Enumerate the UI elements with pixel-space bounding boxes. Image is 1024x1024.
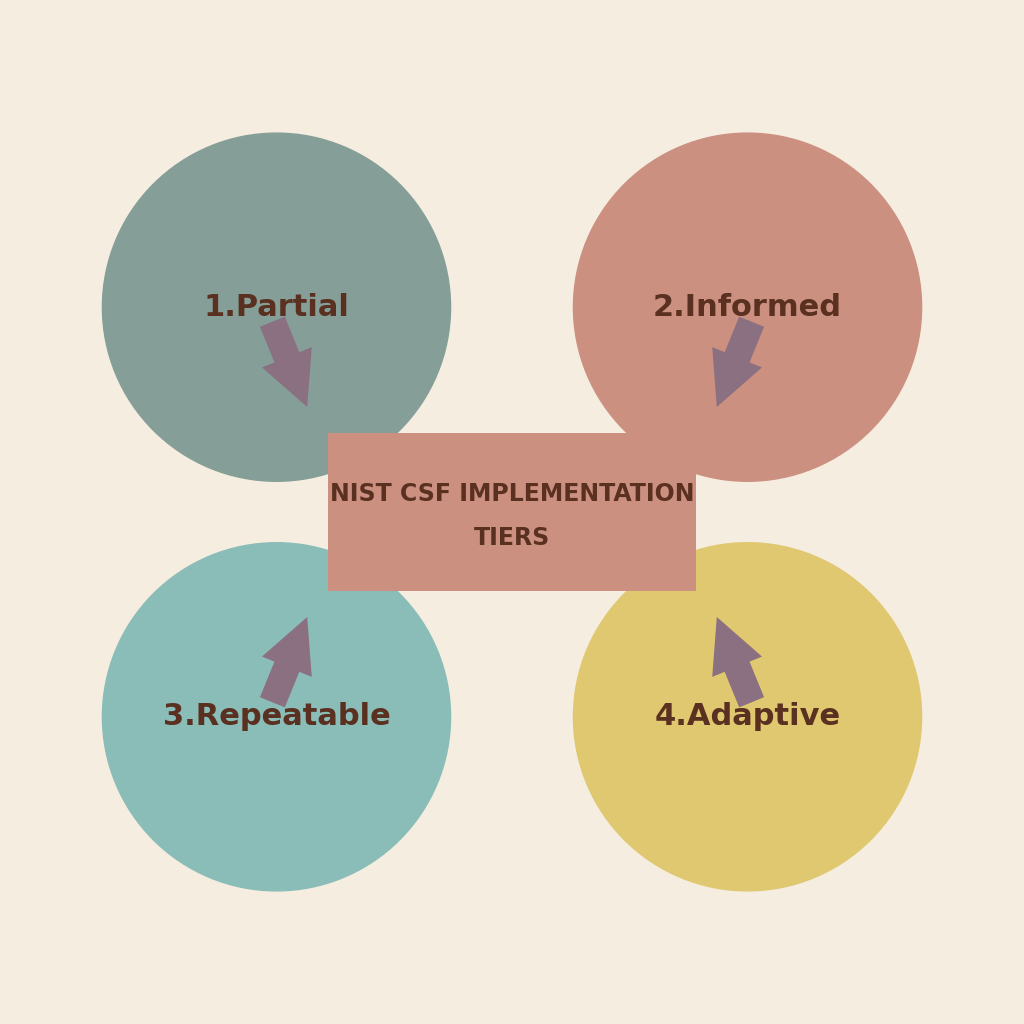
Text: 4.Adaptive: 4.Adaptive bbox=[654, 702, 841, 731]
Circle shape bbox=[102, 543, 451, 891]
Text: 2.Informed: 2.Informed bbox=[653, 293, 842, 322]
Text: 1.Partial: 1.Partial bbox=[204, 293, 349, 322]
Bar bbox=[328, 432, 696, 592]
Polygon shape bbox=[713, 616, 764, 708]
Polygon shape bbox=[260, 616, 311, 708]
Text: TIERS: TIERS bbox=[474, 525, 550, 550]
Text: 3.Repeatable: 3.Repeatable bbox=[163, 702, 390, 731]
Polygon shape bbox=[260, 316, 311, 407]
Text: NIST CSF IMPLEMENTATION: NIST CSF IMPLEMENTATION bbox=[330, 481, 694, 506]
Polygon shape bbox=[713, 316, 764, 407]
Circle shape bbox=[102, 133, 451, 481]
Circle shape bbox=[573, 133, 922, 481]
Circle shape bbox=[573, 543, 922, 891]
